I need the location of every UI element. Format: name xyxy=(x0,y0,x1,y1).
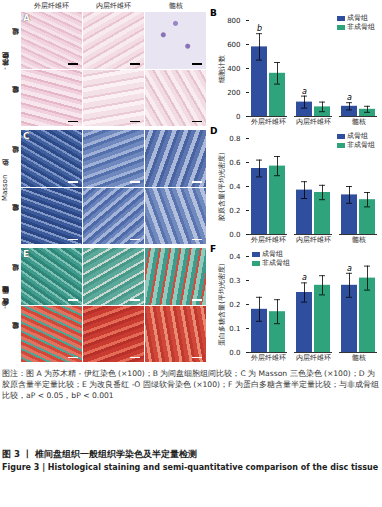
svg-text:蛋白多糖含量(平均光密度): 蛋白多糖含量(平均光密度) xyxy=(218,263,226,346)
html-text:Figure 3 | Histological staini: Figure 3 | Histological staining and sem… xyxy=(2,463,379,472)
svg-text:0.4: 0.4 xyxy=(229,183,241,191)
svg-text:0.0: 0.0 xyxy=(229,231,240,239)
html-text:苏木精 - 伊红染色: 苏木精 - 伊红染色 xyxy=(1,65,9,73)
svg-text:b: b xyxy=(257,24,262,33)
html-text:非成骨组: 非成骨组 xyxy=(11,97,19,98)
svg-text:胶原含量(平均光密度): 胶原含量(平均光密度) xyxy=(218,152,226,221)
html-text:髓核: 髓核 xyxy=(168,2,183,10)
html-text:C: C xyxy=(23,131,30,141)
svg-text:0.2: 0.2 xyxy=(229,207,240,215)
svg-text:外层纤维环: 外层纤维环 xyxy=(251,236,286,244)
html-text:成骨组: 成骨组 xyxy=(347,14,368,22)
svg-text:0.3: 0.3 xyxy=(229,277,240,285)
svg-text:0.2: 0.2 xyxy=(229,301,240,309)
svg-text:a: a xyxy=(302,87,307,96)
html-text:D: D xyxy=(210,126,218,136)
html-text:A: A xyxy=(23,13,30,23)
svg-text:内层纤维环: 内层纤维环 xyxy=(296,354,331,362)
html-text:图 3 丨 椎间盘组织一般组织学染色及半定量检测: 图 3 丨 椎间盘组织一般组织学染色及半定量检测 xyxy=(2,449,197,459)
svg-text:内层纤维环: 内层纤维环 xyxy=(296,236,331,244)
html-text:改良番红 -O 固绿软骨染色: 改良番红 -O 固绿软骨染色 xyxy=(1,298,9,312)
html-text:成骨组: 成骨组 xyxy=(11,158,19,159)
svg-text:0.4: 0.4 xyxy=(229,253,241,261)
svg-text:400: 400 xyxy=(227,65,240,73)
svg-text:a: a xyxy=(347,93,352,102)
html-text:图注：图 A 为苏木精 - 伊红染色 (×100)；B 为间: 图注：图 A 为苏木精 - 伊红染色 (×100)；B 为间盘细胞组间比较；C … xyxy=(2,369,379,400)
html-text:非成骨组: 非成骨组 xyxy=(11,333,19,334)
svg-text:外层纤维环: 外层纤维环 xyxy=(251,354,286,362)
html-text:E: E xyxy=(23,249,30,259)
svg-text:0.6: 0.6 xyxy=(229,159,241,167)
html-text:成骨组: 成骨组 xyxy=(262,250,283,258)
svg-text:外层纤维环: 外层纤维环 xyxy=(251,118,286,126)
html-text:成骨组: 成骨组 xyxy=(11,40,19,41)
html-text:F: F xyxy=(210,244,217,254)
html-text:外层纤维环: 外层纤维环 xyxy=(34,2,69,10)
html-text:成骨组: 成骨组 xyxy=(347,132,368,140)
html-text:Masson 染色: Masson 染色 xyxy=(1,172,9,202)
svg-text:a: a xyxy=(347,264,352,273)
html-text:内层纤维环: 内层纤维环 xyxy=(96,2,131,10)
svg-text:0.0: 0.0 xyxy=(229,349,240,357)
svg-text:800: 800 xyxy=(227,17,240,25)
html-text:非成骨组: 非成骨组 xyxy=(262,259,290,267)
svg-text:内层纤维环: 内层纤维环 xyxy=(296,118,331,126)
svg-text:细胞计数: 细胞计数 xyxy=(218,55,226,83)
svg-text:a: a xyxy=(302,273,307,282)
html-text:非成骨组: 非成骨组 xyxy=(347,141,375,149)
html-text:成骨组: 成骨组 xyxy=(11,276,19,277)
svg-text:600: 600 xyxy=(227,41,240,49)
svg-text:髓核: 髓核 xyxy=(352,236,366,244)
svg-text:200: 200 xyxy=(227,89,240,97)
svg-text:髓核: 髓核 xyxy=(352,118,366,126)
html-text:非成骨组: 非成骨组 xyxy=(11,215,19,216)
svg-text:髓核: 髓核 xyxy=(352,354,366,362)
svg-text:0: 0 xyxy=(236,113,240,121)
svg-text:0.8: 0.8 xyxy=(229,135,240,143)
svg-text:0.1: 0.1 xyxy=(229,325,240,333)
html-text:B: B xyxy=(210,8,217,18)
html-text:非成骨组: 非成骨组 xyxy=(347,23,375,31)
